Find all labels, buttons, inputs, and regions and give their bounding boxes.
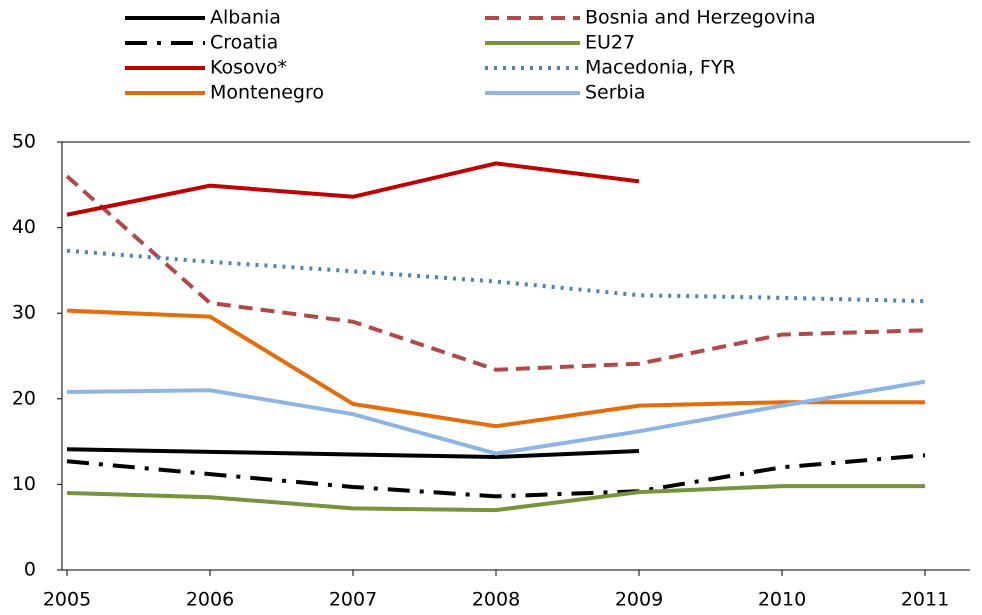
- x-tick-label: 2006: [186, 589, 234, 611]
- x-tick-label: 2005: [43, 589, 91, 611]
- series-line: [66, 484, 925, 513]
- series-line: [66, 453, 926, 499]
- series-line: [66, 308, 925, 429]
- series-line: [66, 447, 640, 460]
- legend-label: Albania: [210, 7, 281, 29]
- y-tick-label: 50: [12, 131, 36, 153]
- x-tick-label: 2011: [901, 589, 949, 611]
- legend-label: Montenegro: [210, 82, 324, 104]
- series-line: [66, 161, 640, 217]
- series-line: [66, 379, 926, 456]
- y-tick-label: 10: [12, 473, 36, 495]
- x-tick-label: 2008: [472, 589, 520, 611]
- x-tick-label: 2010: [758, 589, 806, 611]
- legend-label: Kosovo*: [210, 57, 287, 79]
- y-tick-label: 30: [12, 302, 36, 324]
- legend-label: Croatia: [210, 32, 278, 54]
- legend-label: Macedonia, FYR: [585, 57, 736, 79]
- series-line: [66, 248, 926, 304]
- legend-label: Bosnia and Herzegovina: [585, 7, 816, 29]
- y-tick-label: 0: [24, 559, 36, 581]
- legend-label: Serbia: [585, 82, 646, 104]
- y-tick-label: 40: [12, 216, 36, 238]
- legend-label: EU27: [585, 32, 635, 54]
- series-line: [65, 174, 926, 372]
- x-tick-label: 2007: [329, 589, 377, 611]
- y-tick-label: 20: [12, 387, 36, 409]
- x-tick-label: 2009: [615, 589, 663, 611]
